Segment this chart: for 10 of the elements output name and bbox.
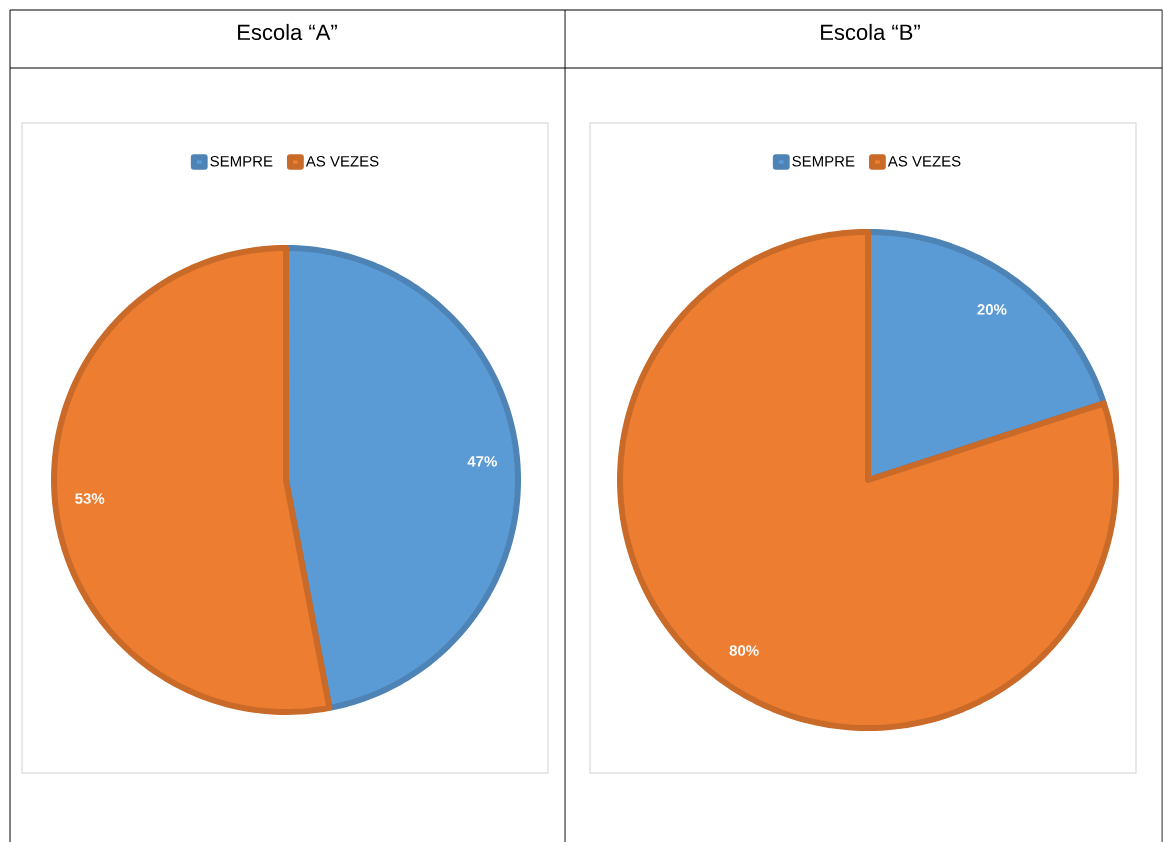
legend-label: AS VEZES bbox=[305, 155, 379, 167]
legend-label: SEMPRE bbox=[792, 155, 855, 167]
legend-label: SEMPRE bbox=[210, 155, 273, 167]
legend-label: AS VEZES bbox=[887, 155, 961, 167]
chart-title: Escola “B” bbox=[821, 23, 920, 40]
data-label: 53% bbox=[75, 492, 105, 504]
chart-title: Escola “A” bbox=[238, 23, 337, 40]
data-label: 47% bbox=[467, 455, 497, 467]
data-label: 80% bbox=[729, 644, 759, 656]
data-label: 20% bbox=[977, 303, 1007, 315]
